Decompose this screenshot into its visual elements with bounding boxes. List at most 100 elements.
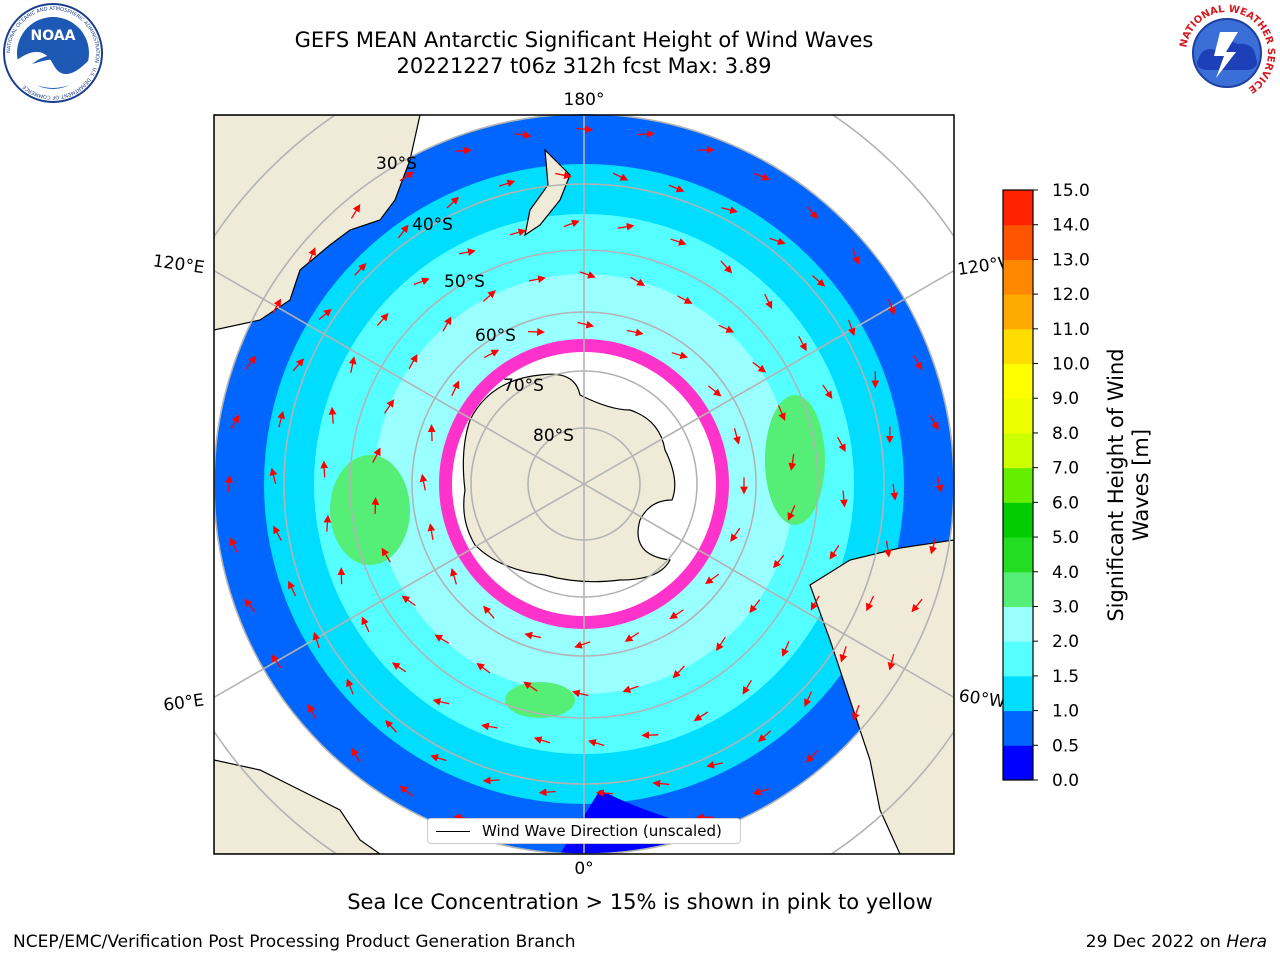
- wind-arrow: [312, 631, 321, 649]
- wind-arrow: [482, 776, 500, 785]
- wind-arrow: [595, 789, 613, 797]
- colorbar-label-line2: Waves [m]: [1129, 428, 1153, 542]
- wind-arrow: [446, 196, 460, 209]
- wind-arrow: [442, 316, 452, 332]
- wind-arrow: [397, 224, 409, 239]
- wind-arrow: [419, 473, 428, 491]
- colorbar-segment: [1003, 432, 1033, 469]
- wind-arrow: [509, 228, 527, 237]
- wind-arrow: [408, 354, 418, 370]
- wind-arrow: [399, 785, 414, 797]
- wind-arrow: [348, 356, 357, 373]
- nws-logo: NATIONAL WEATHER SERVICE: [1178, 4, 1276, 102]
- wind-arrow: [777, 405, 786, 421]
- colorbar-segment: [1003, 259, 1033, 295]
- lon-label-0: 0°: [574, 859, 593, 879]
- footer-credit: NCEP/EMC/Verification Post Processing Pr…: [13, 932, 576, 952]
- wind-arrow: [577, 320, 595, 329]
- footer-date: 29 Dec 2022 on Hera: [1086, 932, 1267, 952]
- lon-label-120e: 120°E: [152, 251, 206, 278]
- colorbar-segment: [1003, 537, 1033, 573]
- sea-ice-note: Sea Ice Concentration > 15% is shown in …: [347, 890, 933, 914]
- wind-arrow: [787, 505, 796, 521]
- wind-arrow: [385, 719, 398, 733]
- wind-arrow: [913, 355, 923, 371]
- chart-subtitle: 20221227 t06z 312h fcst Max: 3.89: [396, 54, 772, 78]
- wind-arrow: [887, 653, 896, 671]
- chart-title: GEFS MEAN Antarctic Significant Height o…: [294, 28, 874, 52]
- wind-arrow: [454, 146, 472, 155]
- wind-arrow: [911, 598, 923, 613]
- lat-label-50s: 50°S: [444, 272, 485, 292]
- wind-arrow: [432, 697, 450, 706]
- wind-arrow: [381, 547, 391, 563]
- wind-arrow: [716, 636, 726, 652]
- wind-arrow: [837, 436, 846, 452]
- wind-arrow: [483, 605, 495, 619]
- wind-arrow: [524, 631, 542, 640]
- colorbar-tick-label: 0.0: [1052, 771, 1079, 791]
- colorbar-tick-label: 13.0: [1052, 250, 1090, 270]
- wind-arrow: [677, 295, 693, 304]
- wind-arrow: [229, 537, 238, 554]
- wind-arrow: [624, 632, 640, 642]
- wind-arrow: [626, 328, 644, 337]
- lat-label-30s: 30°S: [376, 154, 417, 174]
- wind-arrow: [805, 750, 819, 763]
- wind-arrow: [718, 324, 735, 333]
- wind-arrow: [272, 298, 282, 314]
- wind-arrow: [230, 414, 240, 430]
- wind-arrow: [612, 172, 629, 181]
- colorbar-tick-label: 11.0: [1052, 320, 1090, 340]
- wind-arrow: [757, 730, 772, 743]
- wind-arrow: [749, 599, 761, 614]
- wind-arrow: [574, 641, 591, 649]
- lon-label-60e: 60°E: [162, 690, 205, 715]
- wind-arrow: [320, 460, 329, 478]
- colorbar-label: Significant Height of Wind Waves [m]: [1104, 335, 1154, 635]
- colorbar-tick-label: 12.0: [1052, 285, 1090, 305]
- wind-arrow: [890, 483, 899, 501]
- wind-arrow: [292, 358, 305, 372]
- wind-arrow: [529, 275, 546, 284]
- wind-arrow: [668, 184, 685, 193]
- wind-arrow: [669, 609, 684, 620]
- wind-arrow: [376, 313, 389, 327]
- wind-arrow: [245, 355, 257, 370]
- colorbar-segment: [1003, 641, 1033, 677]
- wind-arrow: [866, 595, 875, 612]
- wind-arrow: [538, 788, 556, 797]
- colorbar-tick-label: 10.0: [1052, 355, 1090, 375]
- wind-arrow: [399, 171, 415, 182]
- colorbar-label-line1: Significant Height of Wind: [1104, 348, 1128, 622]
- footer-date-text: 29 Dec 2022 on: [1085, 932, 1227, 952]
- wind-arrow: [323, 514, 332, 532]
- map-frame: [213, 114, 955, 855]
- wind-arrow: [652, 779, 670, 788]
- lon-label-60w: 60°W: [958, 686, 1007, 712]
- colorbar-tick-label: 6.0: [1052, 493, 1079, 513]
- colorbar-tick-label: 3.0: [1052, 597, 1079, 617]
- colorbar-tick-label: 15.0: [1052, 181, 1090, 201]
- wind-arrow: [269, 467, 278, 485]
- colorbar-segment: [1003, 571, 1033, 607]
- wind-arrow: [798, 335, 807, 352]
- wind-arrow: [822, 384, 833, 399]
- wind-arrow: [482, 290, 496, 303]
- wind-arrow: [273, 525, 282, 541]
- colorbar-segment: [1003, 363, 1033, 399]
- colorbar-tick-label: 5.0: [1052, 528, 1079, 548]
- colorbar-segment: [1003, 398, 1033, 434]
- colorbar-segment: [1003, 224, 1033, 260]
- wind-arrow: [672, 665, 685, 679]
- wind-arrow: [225, 474, 234, 492]
- colorbar-tick-label: 14.0: [1052, 216, 1090, 236]
- colorbar-tick-label: 4.0: [1052, 563, 1079, 583]
- wind-arrow: [706, 760, 723, 769]
- colorbar-segment: [1003, 675, 1033, 712]
- colorbar-segment: [1003, 606, 1033, 642]
- wind-arrow: [839, 646, 848, 663]
- wind-arrow: [693, 711, 709, 722]
- wind-arrow: [935, 476, 944, 493]
- wind-arrow: [427, 523, 436, 540]
